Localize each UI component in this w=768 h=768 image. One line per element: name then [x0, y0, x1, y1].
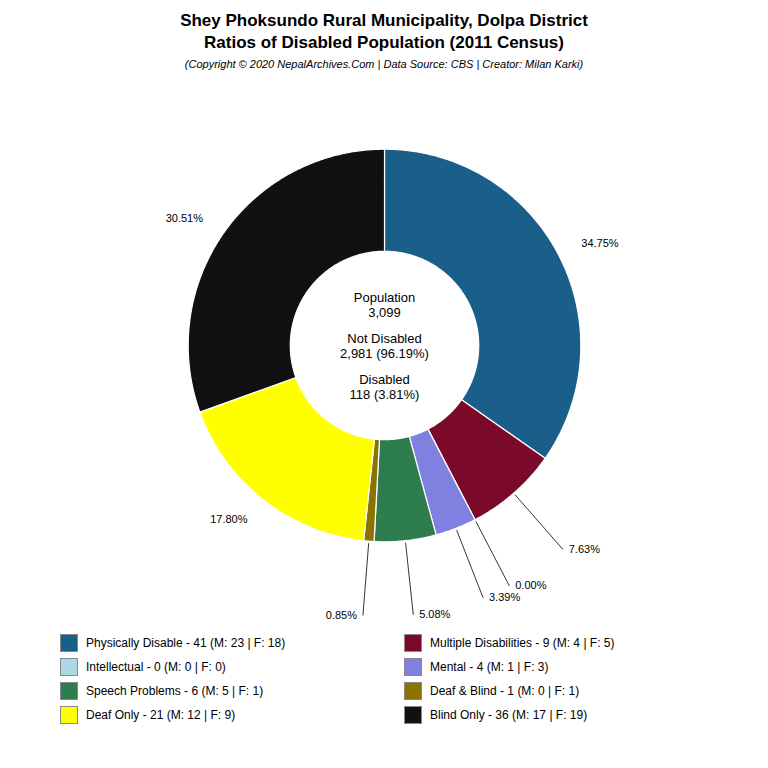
- svg-text:7.63%: 7.63%: [569, 543, 600, 555]
- svg-text:30.51%: 30.51%: [166, 212, 204, 224]
- html-text:(Copyright © 2020 NepalArchive: (Copyright © 2020 NepalArchives.Com | Da…: [184, 58, 584, 71]
- svg-text:Not Disabled2,981 (96.19%): Not Disabled2,981 (96.19%): [340, 331, 429, 361]
- html-text:Physically Disable - 41 (M: 23: Physically Disable - 41 (M: 23 | F: 18): [86, 636, 286, 651]
- svg-text:Disabled118 (3.81%): Disabled118 (3.81%): [350, 372, 420, 402]
- html-text:Blind Only - 36 (M: 17 | F: 19: Blind Only - 36 (M: 17 | F: 19): [430, 708, 588, 723]
- svg-text:0.00%: 0.00%: [515, 580, 546, 592]
- svg-text:0.85%: 0.85%: [326, 609, 357, 621]
- svg-text:5.08%: 5.08%: [419, 609, 450, 621]
- html-text:Intellectual - 0 (M: 0 | F: 0): Intellectual - 0 (M: 0 | F: 0): [86, 660, 226, 675]
- html-text:Deaf & Blind - 1 (M: 0 | F: 1): Deaf & Blind - 1 (M: 0 | F: 1): [430, 684, 580, 699]
- svg-text:17.80%: 17.80%: [210, 514, 248, 526]
- svg-text:3.39%: 3.39%: [489, 592, 520, 604]
- html-text:Shey Phoksundo Rural Municipal: Shey Phoksundo Rural Municipality, Dolpa…: [180, 11, 588, 53]
- html-text:Speech Problems - 6 (M: 5 | F:: Speech Problems - 6 (M: 5 | F: 1): [86, 684, 264, 699]
- svg-text:34.75%: 34.75%: [581, 237, 619, 249]
- html-text:Mental - 4 (M: 1 | F: 3): Mental - 4 (M: 1 | F: 3): [430, 660, 549, 675]
- svg-text:Population3,099: Population3,099: [354, 290, 415, 320]
- html-text:Deaf Only - 21 (M: 12 | F: 9): Deaf Only - 21 (M: 12 | F: 9): [86, 708, 236, 723]
- html-text:Multiple Disabilities - 9 (M:: Multiple Disabilities - 9 (M: 4 | F: 5): [430, 636, 615, 651]
